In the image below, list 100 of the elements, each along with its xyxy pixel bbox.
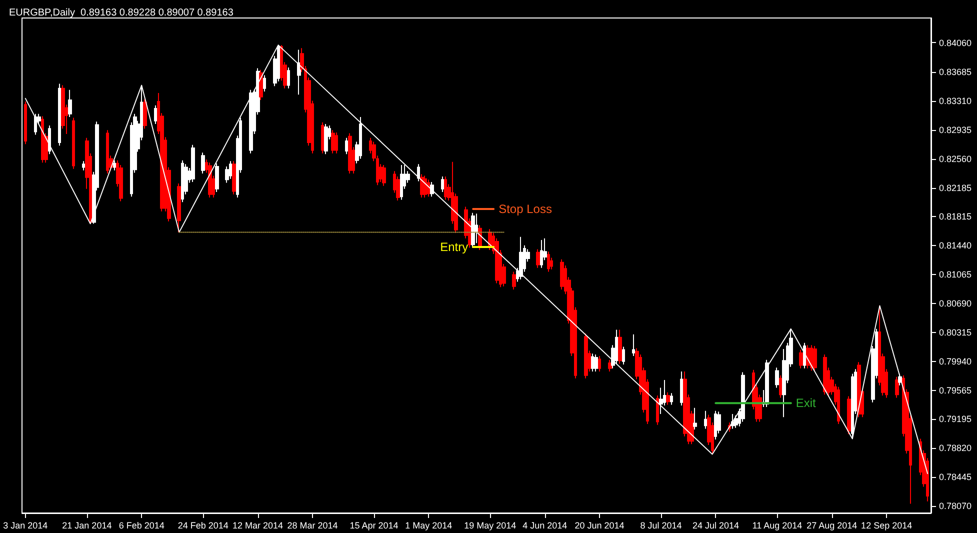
y-tick-label: 0.81440 [939, 240, 972, 250]
candlestick [58, 83, 61, 146]
candlestick [48, 125, 51, 155]
candlestick [430, 181, 434, 198]
y-tick-label: 0.81065 [939, 269, 972, 280]
x-tick-label: 1 May 2014 [405, 520, 452, 530]
x-tick-label: 20 Jun 2014 [574, 520, 624, 530]
x-tick-label: 27 Aug 2014 [806, 520, 858, 530]
candlestick [321, 122, 324, 154]
candlestick [359, 116, 362, 160]
y-tick-label: 0.82560 [939, 154, 972, 164]
candlestick [779, 374, 782, 398]
candlestick [615, 329, 618, 364]
candlestick [704, 410, 707, 430]
x-tick-label: 24 Feb 2014 [178, 520, 228, 530]
candlestick [249, 89, 253, 154]
chart-title: EURGBP,Daily 0.89163 0.89228 0.89007 0.89163 [9, 8, 234, 18]
candlestick [693, 407, 697, 430]
candlestick [741, 372, 745, 422]
x-tick-label: 21 Jan 2014 [62, 520, 112, 530]
y-tick-label: 0.84060 [939, 38, 972, 48]
candlestick [331, 130, 335, 154]
candlestick [775, 367, 779, 388]
candlestick [119, 164, 123, 202]
y-tick-label: 0.78445 [939, 472, 972, 482]
candlestick [536, 248, 540, 268]
candlestick [656, 394, 659, 426]
candlestick [82, 160, 85, 171]
candlestick [191, 144, 195, 182]
candlestick [423, 175, 427, 198]
series-label: Stop Loss [498, 202, 552, 216]
candlestick [441, 176, 444, 193]
line-series [24, 44, 928, 474]
candlestick [232, 160, 236, 195]
candlestick [348, 132, 352, 174]
x-tick-label: 24 Jul 2014 [692, 520, 739, 530]
candlestick [263, 74, 266, 92]
candlestick [540, 239, 543, 268]
y-tick-label: 0.79195 [939, 414, 972, 424]
y-tick-label: 0.82185 [939, 182, 972, 193]
candlestick [608, 359, 612, 372]
y-tick-label: 0.81815 [939, 211, 972, 222]
candlestick [591, 353, 594, 372]
y-tick-label: 0.79565 [939, 385, 972, 396]
candlestick [297, 49, 301, 96]
candlestick [471, 212, 475, 248]
candlestick [895, 376, 899, 398]
candlestick [400, 164, 403, 200]
candlestick [181, 160, 184, 203]
candlestick [560, 258, 564, 290]
candlestick [34, 113, 37, 136]
y-tick-label: 0.79940 [939, 356, 972, 366]
candlestick [813, 345, 817, 372]
candlestick [680, 370, 683, 406]
y-tick-label: 0.78820 [939, 443, 972, 454]
candlestick [417, 164, 420, 182]
x-tick-label: 11 Aug 2014 [752, 520, 802, 530]
candlestick [444, 176, 447, 200]
candlestick [584, 333, 588, 379]
candlestick [143, 98, 147, 130]
candlestick [41, 116, 44, 164]
y-tick-label: 0.80315 [939, 327, 972, 338]
candlestick [594, 354, 598, 372]
y-tick-label: 0.83685 [939, 66, 972, 77]
x-tick-label: 19 May 2014 [464, 520, 516, 530]
candlestick [512, 271, 516, 290]
candlestick [618, 329, 622, 364]
y-tick-label: 0.80690 [939, 298, 972, 308]
candlestick [177, 183, 181, 233]
candlestick [24, 101, 27, 145]
y-tick-label: 0.78070 [939, 501, 972, 512]
candlestick [765, 359, 769, 408]
x-tick-label: 8 Jul 2014 [640, 520, 682, 530]
x-tick-label: 28 Mar 2014 [287, 520, 338, 530]
candlestick [847, 396, 851, 435]
candlestick [547, 251, 550, 272]
x-tick-label: 3 Jan 2014 [3, 520, 48, 530]
y-tick-label: 0.82935 [939, 124, 972, 135]
candlestick [475, 213, 478, 244]
candlestick [215, 162, 219, 193]
candlestick [201, 152, 205, 174]
candlestick [803, 342, 806, 369]
candlestick [345, 137, 348, 155]
candlestick [519, 236, 523, 280]
candlestick [113, 160, 116, 171]
candlestick [666, 392, 670, 406]
x-tick-label: 15 Apr 2014 [350, 520, 398, 530]
candlestick [799, 349, 803, 369]
candlestick [229, 160, 232, 180]
candlestick [823, 354, 827, 396]
x-tick-label: 6 Feb 2014 [118, 520, 164, 530]
candlestick [208, 162, 212, 198]
candlestick [598, 355, 601, 372]
series-label: Entry [440, 240, 468, 254]
series-label: Exit [796, 396, 817, 410]
candlestick [259, 69, 263, 100]
x-tick-label: 4 Jun 2014 [522, 520, 568, 530]
x-tick-label: 12 Sep 2014 [861, 520, 912, 530]
candlestick [622, 346, 625, 365]
candlestick [106, 130, 109, 174]
